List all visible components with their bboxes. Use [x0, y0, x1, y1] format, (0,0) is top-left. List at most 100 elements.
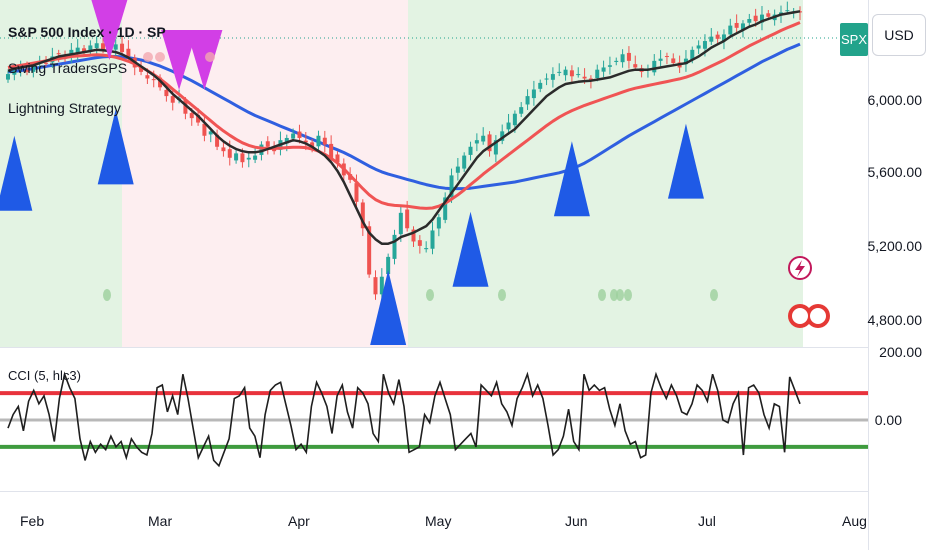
candle-body: [221, 147, 226, 152]
candle-body: [702, 41, 707, 49]
green-signal-dot: [616, 289, 624, 301]
candle-body: [75, 47, 80, 54]
bear-zone: [122, 0, 408, 347]
flag-badge-inner-icon: [792, 308, 808, 324]
x-tick-label: Aug: [842, 513, 867, 529]
currency-button[interactable]: USD: [872, 14, 926, 56]
candle-body: [601, 67, 606, 72]
candle-body: [506, 122, 511, 130]
candle-body: [31, 65, 36, 72]
candle-body: [291, 133, 296, 139]
candle-body: [265, 141, 270, 147]
candle-body: [614, 60, 619, 62]
candle-body: [734, 22, 739, 28]
candle-body: [120, 43, 125, 53]
green-signal-dot: [710, 289, 718, 301]
candle-body: [189, 113, 194, 119]
candle-body: [620, 54, 625, 63]
overlay-icons: [788, 256, 830, 328]
cci-pane: [0, 371, 868, 468]
buy-signal-triangle: [452, 211, 489, 287]
signal-markers: [0, 0, 704, 345]
candle-body: [696, 45, 701, 49]
candle-body: [94, 43, 99, 49]
candle-body: [474, 140, 479, 144]
candle-body: [227, 149, 232, 158]
green-signal-dot: [103, 289, 111, 301]
candle-body: [145, 75, 150, 79]
candle-body: [151, 79, 156, 81]
cci-y-tick-label: 0.00: [874, 412, 902, 428]
cci-indicator-label[interactable]: CCI (5, hlc3): [8, 368, 81, 383]
candle-body: [747, 19, 752, 23]
candle-body: [557, 71, 562, 73]
candle-body: [664, 56, 669, 58]
candle-body: [6, 74, 10, 80]
candle-body: [582, 76, 587, 79]
red-signal-dot: [155, 52, 165, 62]
candle-body: [652, 60, 657, 73]
candle-body: [721, 34, 726, 42]
candle-body: [766, 13, 771, 17]
candle-body: [367, 226, 372, 275]
candle-body: [405, 209, 410, 229]
x-tick-label: Apr: [288, 513, 310, 529]
candle-body: [753, 15, 758, 22]
buy-signal-triangle: [97, 109, 134, 185]
red-signal-dot: [143, 52, 153, 62]
candle-body: [411, 229, 416, 242]
sell-signal-triangle: [161, 30, 198, 90]
candle-body: [246, 157, 251, 160]
candle-body: [487, 134, 492, 152]
candle-body: [101, 43, 106, 50]
candle-body: [354, 183, 359, 202]
candle-body: [417, 240, 422, 246]
candle-body: [576, 74, 581, 76]
candle-body: [449, 175, 454, 198]
candle-body: [44, 62, 49, 64]
candle-body: [316, 135, 321, 147]
candle-body: [398, 212, 403, 235]
candle-body: [234, 153, 239, 161]
candle-body: [56, 53, 61, 55]
candle-body: [740, 23, 745, 30]
candle-body: [208, 131, 213, 135]
candle-body: [481, 135, 486, 142]
candle-body: [531, 89, 536, 99]
candle-body: [690, 49, 695, 60]
candle-body: [12, 70, 17, 75]
candle-body: [455, 166, 460, 173]
candle-body: [329, 143, 334, 158]
indicator-label-swing[interactable]: Swing TradersGPS: [8, 60, 128, 76]
candle-body: [113, 44, 118, 50]
candle-body: [196, 114, 201, 123]
candle-body: [183, 100, 188, 114]
candle-body: [259, 144, 264, 155]
sell-signal-triangle: [186, 30, 223, 90]
candle-body: [215, 134, 220, 147]
candle-body: [512, 113, 517, 126]
candle-body: [569, 70, 574, 77]
candle-body: [709, 36, 714, 42]
candle-body: [715, 34, 720, 39]
candle-body: [164, 89, 169, 97]
green-signal-dot: [498, 289, 506, 301]
candle-body: [658, 58, 663, 61]
bull-zone: [408, 0, 803, 347]
x-tick-label: Feb: [20, 513, 45, 529]
candle-body: [607, 65, 612, 67]
sell-signal-triangle: [91, 0, 128, 60]
candle-body: [25, 70, 30, 72]
y-tick-label: 5,600.00: [867, 164, 923, 180]
candle-body: [386, 256, 391, 275]
trend-zones: [0, 0, 869, 550]
candle-body: [563, 69, 568, 76]
indicator-label-lightning[interactable]: Lightning Strategy: [8, 100, 121, 116]
candle-body: [284, 137, 289, 144]
candle-body: [462, 155, 467, 169]
green-signal-dot: [610, 289, 618, 301]
candle-body: [240, 153, 245, 163]
lightning-bolt-icon: [795, 260, 805, 277]
flag-badge-inner-icon: [810, 308, 826, 324]
